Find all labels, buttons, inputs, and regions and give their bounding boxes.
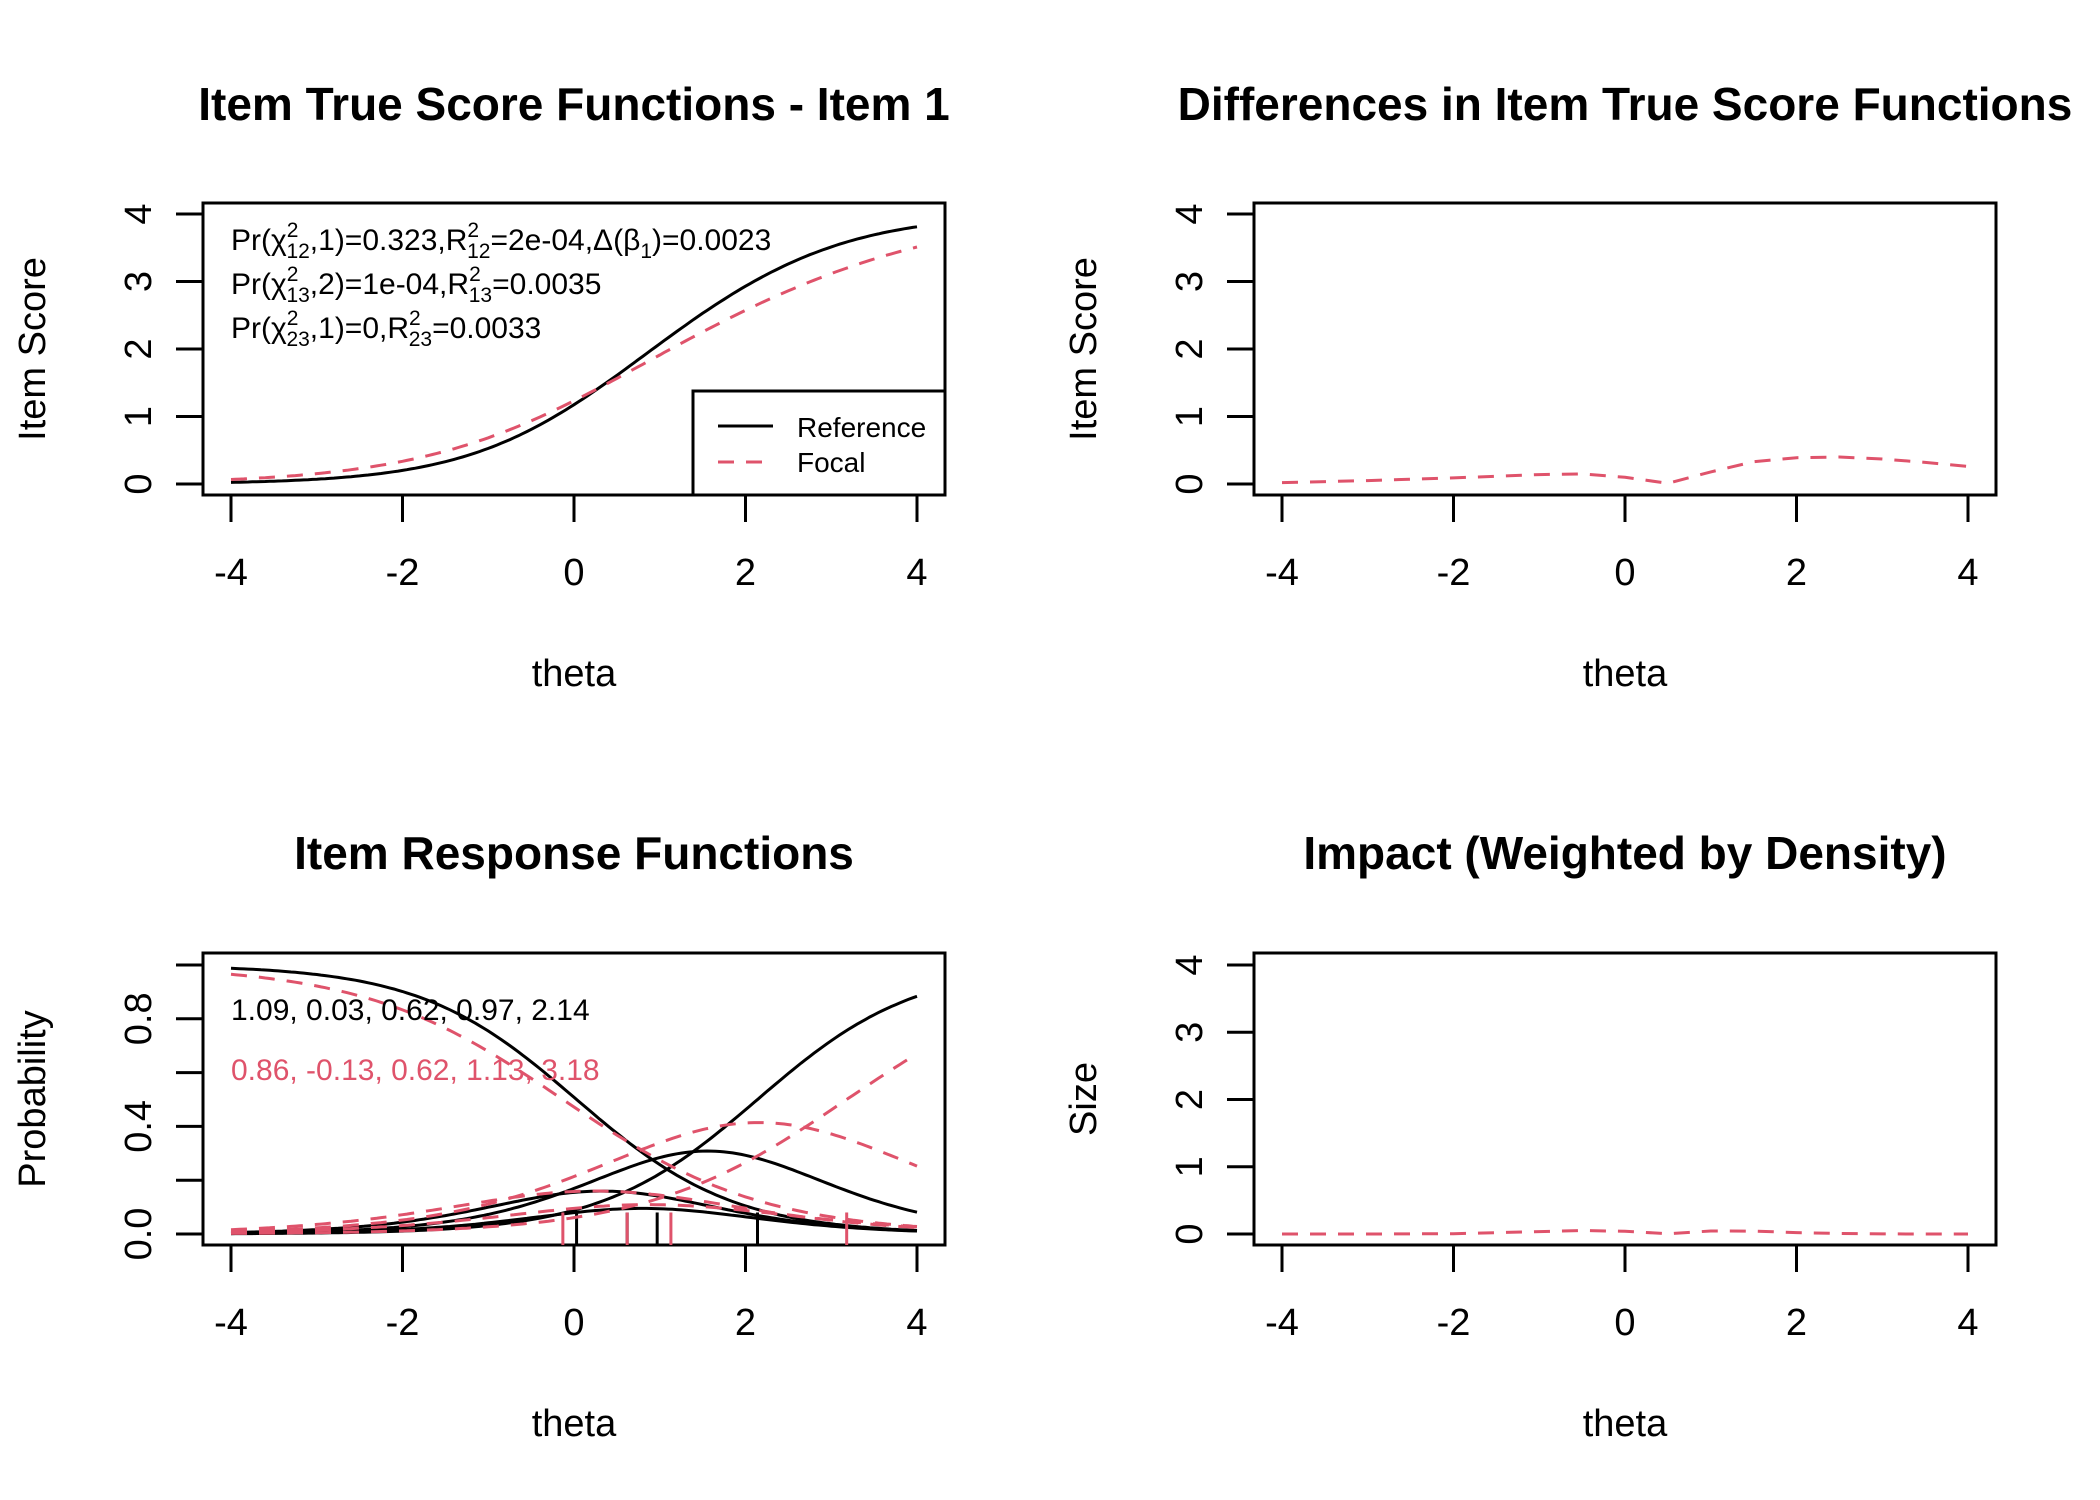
- focal-params-label: 0.86, -0.13, 0.62, 1.13, 3.18: [231, 1054, 600, 1087]
- chart-title: Item Response Functions: [294, 827, 854, 879]
- y-axis-label: Size: [1063, 1062, 1105, 1136]
- y-tick-label: 3: [1169, 1022, 1211, 1043]
- series-line-reference: [230, 225, 918, 484]
- x-tick-label: -4: [214, 552, 248, 594]
- x-tick-label: -4: [1265, 1302, 1299, 1344]
- y-tick-label: 0: [118, 473, 160, 494]
- irf-category-2-focal: [230, 1203, 918, 1234]
- stat-annotation-line: Pr(χ2 23,1)=0,R2 23=0.0033: [231, 307, 541, 351]
- x-axis-label: theta: [532, 1403, 617, 1445]
- irf-category-4-focal: [231, 1052, 918, 1235]
- x-tick-label: -2: [386, 1302, 420, 1344]
- x-axis-label: theta: [532, 653, 617, 695]
- x-tick-labels: -4 -2 0 2 4: [214, 552, 927, 594]
- x-tick-label: 4: [906, 552, 927, 594]
- y-tick-label: 2: [118, 338, 160, 359]
- x-tick-label: -2: [1437, 1302, 1471, 1344]
- irf-category-4-reference: [230, 994, 918, 1236]
- x-tick-label: -2: [386, 552, 420, 594]
- legend-box: [691, 389, 947, 497]
- y-tick-label: 2: [1169, 338, 1211, 359]
- legend-label-reference: Reference: [797, 412, 926, 443]
- y-tick-label: 4: [1169, 954, 1211, 975]
- y-tick-label: 3: [1169, 271, 1211, 292]
- x-tick-labels: -4 -2 0 2 4: [214, 1302, 927, 1344]
- x-tick-labels: -4 -2 0 2 4: [1265, 552, 1978, 594]
- y-tick-label: 3: [118, 271, 160, 292]
- irf-category-0-focal: [230, 972, 918, 1228]
- y-tick-label: 0.8: [118, 992, 160, 1045]
- x-tick-label: 2: [735, 552, 756, 594]
- axes: [1227, 201, 1998, 522]
- y-tick-label: 1: [118, 406, 160, 427]
- axes: [176, 201, 947, 522]
- axes: [1227, 951, 1998, 1272]
- stat-annotation-line: Pr(χ2 12,1)=0.323,R2 12=2e-04,Δ(β1)=0.0023: [231, 219, 771, 263]
- series-line-focal: [230, 245, 918, 481]
- x-tick-label: 4: [1957, 552, 1978, 594]
- panel-item-response: Item Response Functions theta Probabilit…: [12, 827, 947, 1445]
- y-tick-label: 4: [1169, 203, 1211, 224]
- x-tick-label: 4: [906, 1302, 927, 1344]
- legend: Reference Focal: [691, 389, 947, 497]
- series-line-impact: [1282, 1228, 1968, 1236]
- y-tick-labels: 0 1 2 3 4: [118, 203, 160, 494]
- y-tick-labels: 0.0 0.4 0.8: [118, 992, 160, 1260]
- panel-impact: Impact (Weighted by Density) theta Size …: [1063, 827, 1998, 1445]
- x-tick-label: -4: [1265, 552, 1299, 594]
- x-tick-label: -4: [214, 1302, 248, 1344]
- x-axis-label: theta: [1583, 1403, 1668, 1445]
- y-tick-label: 0: [1169, 1223, 1211, 1244]
- x-tick-label: 4: [1957, 1302, 1978, 1344]
- irf-category-3-focal: [230, 1121, 918, 1233]
- y-tick-labels: 0 1 2 3 4: [1169, 203, 1211, 494]
- curves: [230, 966, 918, 1245]
- y-tick-label: 1: [1169, 1156, 1211, 1177]
- x-tick-label: 2: [1786, 552, 1807, 594]
- annotations: Pr(χ2 12,1)=0.323,R2 12=2e-04,Δ(β1)=0.0023…: [231, 219, 771, 351]
- x-tick-label: 2: [1786, 1302, 1807, 1344]
- panel-differences: Differences in Item True Score Functions…: [1063, 78, 2072, 695]
- y-axis-label: Probability: [12, 1010, 54, 1187]
- irf-category-0-reference: [230, 966, 918, 1232]
- axes: [176, 951, 947, 1272]
- x-tick-label: -2: [1437, 552, 1471, 594]
- stat-annotation-line: Pr(χ2 13,2)=1e-04,R2 13=0.0035: [231, 263, 601, 307]
- x-tick-label: 0: [1614, 1302, 1635, 1344]
- y-tick-label: 4: [118, 203, 160, 224]
- x-axis-label: theta: [1583, 653, 1668, 695]
- x-tick-label: 2: [735, 1302, 756, 1344]
- x-tick-labels: -4 -2 0 2 4: [1265, 1302, 1978, 1344]
- plot-frame: [1252, 201, 1998, 497]
- y-tick-label: 0.0: [118, 1208, 160, 1261]
- x-tick-label: 0: [1614, 552, 1635, 594]
- y-axis-label: Item Score: [12, 257, 54, 441]
- legend-label-focal: Focal: [797, 447, 865, 478]
- y-tick-label: 0.4: [118, 1100, 160, 1153]
- y-tick-label: 0: [1169, 473, 1211, 494]
- chart-title: Differences in Item True Score Functions: [1178, 78, 2073, 130]
- x-tick-label: 0: [563, 1302, 584, 1344]
- reference-params-label: 1.09, 0.03, 0.62, 0.97, 2.14: [231, 994, 590, 1027]
- plot-frame: [1252, 951, 1998, 1247]
- panel-item-true-score: Item True Score Functions - Item 1 theta…: [12, 78, 950, 695]
- chart-title: Item True Score Functions - Item 1: [198, 78, 950, 130]
- y-axis-label: Item Score: [1063, 257, 1105, 441]
- x-tick-label: 0: [563, 552, 584, 594]
- y-tick-labels: 0 1 2 3 4: [1169, 954, 1211, 1244]
- curves: [1281, 455, 1969, 485]
- y-tick-label: 1: [1169, 406, 1211, 427]
- curves: [1282, 1228, 1968, 1236]
- series-line-difference: [1281, 455, 1969, 485]
- curves: [230, 225, 918, 484]
- y-tick-label: 2: [1169, 1089, 1211, 1110]
- chart-title: Impact (Weighted by Density): [1303, 827, 1946, 879]
